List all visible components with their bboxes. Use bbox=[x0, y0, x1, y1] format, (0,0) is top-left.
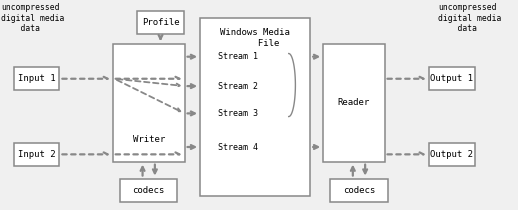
Text: Stream 4: Stream 4 bbox=[218, 143, 258, 151]
Text: Writer: Writer bbox=[133, 135, 165, 144]
Text: Input 2: Input 2 bbox=[18, 150, 56, 159]
Bar bbox=[15, 143, 60, 166]
Bar bbox=[323, 44, 385, 162]
Bar bbox=[429, 67, 475, 90]
Bar bbox=[429, 143, 475, 166]
Text: Windows Media
     File: Windows Media File bbox=[220, 28, 290, 47]
Text: codecs: codecs bbox=[133, 186, 165, 194]
Text: Input 1: Input 1 bbox=[18, 74, 56, 83]
Bar bbox=[15, 67, 60, 90]
Text: Output 2: Output 2 bbox=[430, 150, 473, 159]
Text: codecs: codecs bbox=[343, 186, 375, 194]
Bar bbox=[330, 178, 387, 202]
Text: Stream 3: Stream 3 bbox=[218, 109, 258, 118]
Text: Reader: Reader bbox=[338, 98, 370, 107]
Text: Output 1: Output 1 bbox=[430, 74, 473, 83]
Text: Profile: Profile bbox=[142, 18, 179, 26]
Text: Stream 1: Stream 1 bbox=[218, 52, 258, 61]
Text: Stream 2: Stream 2 bbox=[218, 82, 258, 91]
Bar bbox=[137, 10, 183, 34]
Text: uncompressed
digital media
    data: uncompressed digital media data bbox=[1, 3, 64, 33]
Bar bbox=[200, 18, 310, 196]
Bar bbox=[120, 178, 178, 202]
Bar bbox=[113, 44, 184, 162]
Text: uncompressed
digital media
    data: uncompressed digital media data bbox=[438, 3, 502, 33]
